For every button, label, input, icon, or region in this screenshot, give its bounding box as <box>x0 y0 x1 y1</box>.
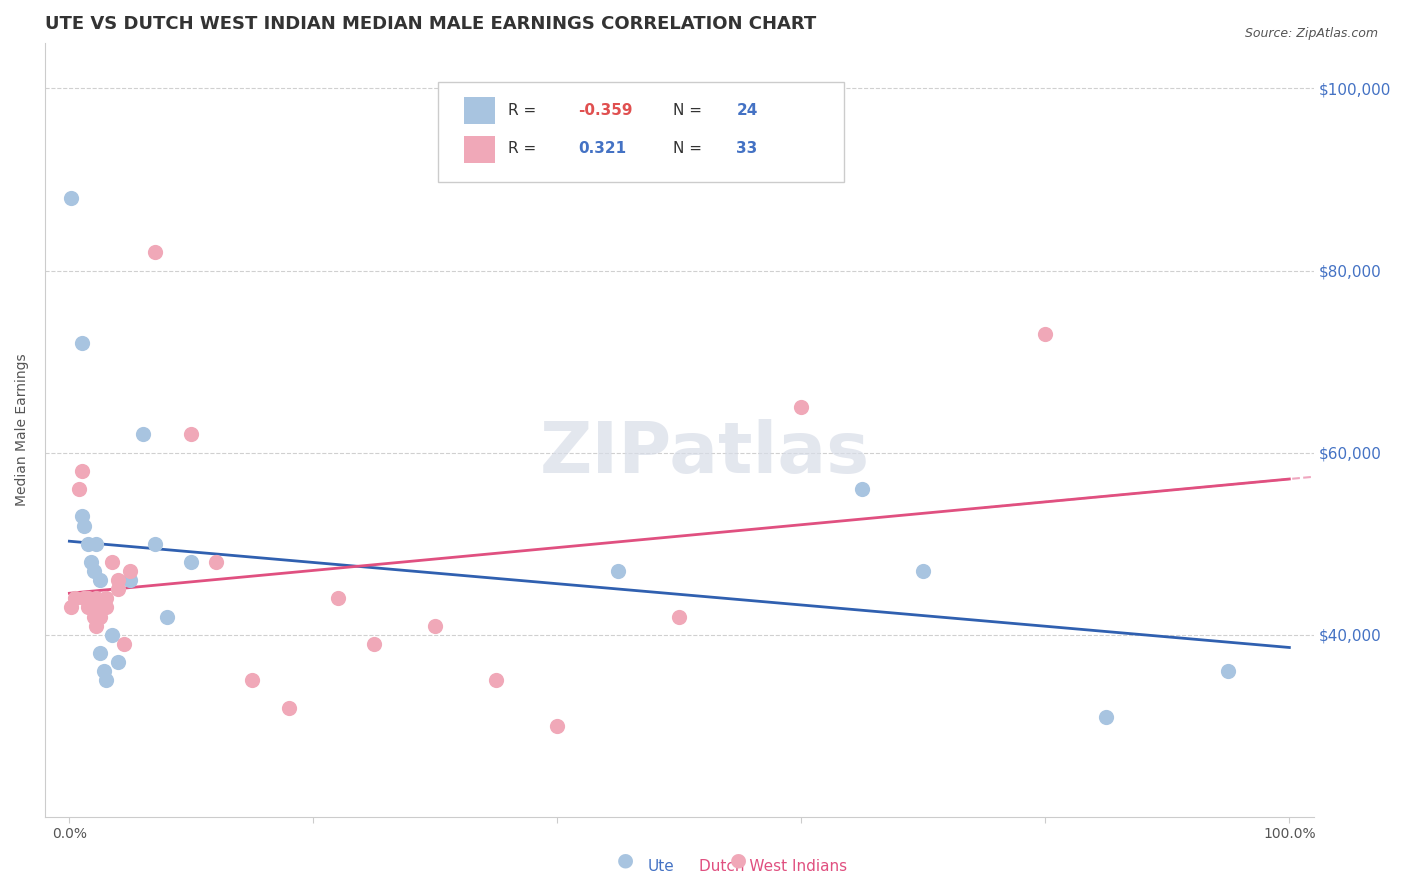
Point <box>278 700 301 714</box>
Text: 33: 33 <box>737 142 758 156</box>
Point <box>485 673 508 688</box>
Point <box>204 555 226 569</box>
Point <box>89 609 111 624</box>
Point <box>180 555 202 569</box>
Point <box>112 637 135 651</box>
FancyBboxPatch shape <box>464 97 495 124</box>
Point <box>89 646 111 660</box>
Point <box>363 637 385 651</box>
Point <box>80 555 103 569</box>
Point <box>94 673 117 688</box>
Point <box>73 518 96 533</box>
Point <box>83 609 105 624</box>
Text: 24: 24 <box>737 103 758 118</box>
Point <box>94 591 117 606</box>
Point <box>131 427 153 442</box>
Text: ZIPatlas: ZIPatlas <box>540 418 870 488</box>
Text: R =: R = <box>508 103 541 118</box>
Point <box>668 609 690 624</box>
Text: ●: ● <box>730 851 747 870</box>
Text: Dutch West Indians: Dutch West Indians <box>699 859 848 874</box>
Point <box>1095 710 1118 724</box>
Point <box>70 509 93 524</box>
Point <box>326 591 349 606</box>
Point <box>790 400 813 414</box>
Text: N =: N = <box>673 103 707 118</box>
Point <box>76 600 98 615</box>
Point <box>76 537 98 551</box>
Point <box>607 564 630 578</box>
Point <box>425 618 447 632</box>
Point <box>59 600 82 615</box>
Point <box>156 609 179 624</box>
Point <box>1035 327 1057 342</box>
Point <box>94 600 117 615</box>
Point <box>93 664 115 678</box>
FancyBboxPatch shape <box>439 81 845 182</box>
Text: -0.359: -0.359 <box>578 103 633 118</box>
Point <box>240 673 263 688</box>
Point <box>107 582 129 597</box>
Point <box>546 719 568 733</box>
Text: Ute: Ute <box>647 859 675 874</box>
Point <box>101 555 124 569</box>
Point <box>84 618 107 632</box>
Y-axis label: Median Male Earnings: Median Male Earnings <box>15 353 30 506</box>
Point <box>180 427 202 442</box>
Point <box>89 573 111 587</box>
Point <box>59 191 82 205</box>
Point <box>143 245 166 260</box>
Point <box>80 600 103 615</box>
Point <box>76 591 98 606</box>
Text: 0.321: 0.321 <box>578 142 626 156</box>
Point <box>84 591 107 606</box>
Text: Source: ZipAtlas.com: Source: ZipAtlas.com <box>1244 27 1378 40</box>
Point <box>107 573 129 587</box>
Text: R =: R = <box>508 142 541 156</box>
Text: ●: ● <box>617 851 634 870</box>
Point <box>89 600 111 615</box>
Point <box>70 336 93 351</box>
Point <box>101 628 124 642</box>
Point <box>70 464 93 478</box>
Point <box>912 564 935 578</box>
Point <box>73 591 96 606</box>
Point <box>83 564 105 578</box>
Point <box>84 537 107 551</box>
Point <box>1218 664 1240 678</box>
Point <box>65 591 87 606</box>
Text: N =: N = <box>673 142 707 156</box>
FancyBboxPatch shape <box>464 136 495 163</box>
Point <box>67 482 90 496</box>
Point <box>120 564 142 578</box>
Point <box>851 482 873 496</box>
Point <box>107 655 129 669</box>
Text: UTE VS DUTCH WEST INDIAN MEDIAN MALE EARNINGS CORRELATION CHART: UTE VS DUTCH WEST INDIAN MEDIAN MALE EAR… <box>45 15 817 33</box>
Point <box>143 537 166 551</box>
Point <box>120 573 142 587</box>
